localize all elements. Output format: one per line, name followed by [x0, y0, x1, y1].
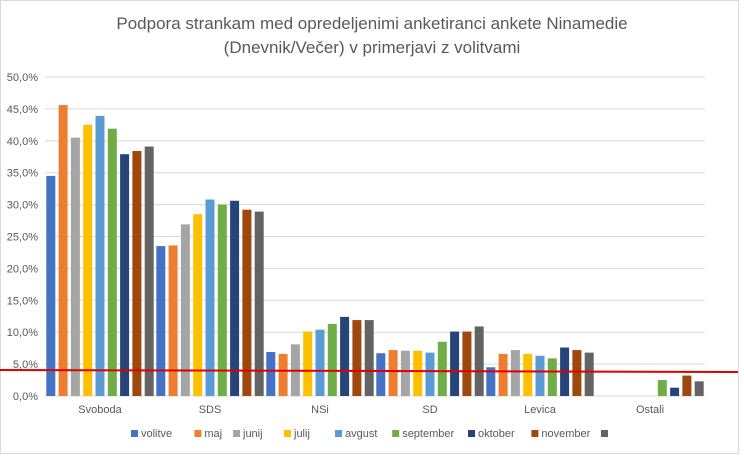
- bar: [670, 387, 680, 396]
- bar: [70, 137, 80, 397]
- bar: [657, 380, 667, 396]
- bar: [242, 209, 252, 396]
- legend-label: september: [402, 428, 454, 440]
- threshold-line: [0, 368, 739, 373]
- x-category-label: Ostali: [636, 404, 664, 416]
- legend-swatch: [601, 430, 608, 437]
- bar: [400, 350, 410, 396]
- x-category-label: Levica: [524, 404, 557, 416]
- bar: [180, 224, 190, 396]
- bar: [388, 350, 398, 396]
- y-tick-label: 35,0%: [7, 168, 38, 180]
- bar: [364, 320, 374, 396]
- x-category-label: NSi: [311, 404, 329, 416]
- bar: [462, 331, 472, 396]
- bar: [266, 351, 276, 396]
- bar: [46, 175, 56, 396]
- legend-swatch: [284, 430, 291, 437]
- legend-label: avgust: [345, 428, 377, 440]
- legend-label: oktober: [478, 428, 515, 440]
- bar: [547, 358, 557, 396]
- y-tick-label: 15,0%: [7, 295, 38, 307]
- legend-label: junij: [242, 428, 263, 440]
- bar: [450, 331, 460, 396]
- bar: [303, 331, 313, 396]
- legend-swatch: [194, 430, 202, 437]
- bar: [217, 204, 227, 396]
- bar: [376, 353, 386, 396]
- bar: [205, 199, 215, 396]
- bar: [120, 154, 130, 396]
- legend-swatch: [392, 430, 400, 437]
- bar: [168, 245, 178, 396]
- legend-swatch: [233, 430, 240, 437]
- chart-title-line2: (Dnevnik/Večer) v primerjavi z volitvami: [223, 38, 521, 57]
- bar: [254, 211, 264, 396]
- legend-label: julij: [293, 428, 310, 440]
- bar: [584, 352, 594, 396]
- bar: [572, 350, 582, 396]
- y-tick-label: 40,0%: [7, 136, 38, 148]
- y-tick-label: 0,0%: [13, 391, 38, 403]
- y-tick-label: 45,0%: [7, 104, 38, 116]
- bar: [413, 350, 423, 396]
- bar: [156, 246, 166, 396]
- bar: [95, 115, 105, 396]
- bar: [352, 320, 362, 396]
- bar: [486, 367, 496, 396]
- legend-label: volitve: [141, 428, 172, 440]
- x-category-label: SD: [422, 404, 437, 416]
- bar: [315, 329, 325, 396]
- bar: [535, 355, 545, 396]
- y-tick-label: 10,0%: [7, 327, 38, 339]
- y-tick-label: 20,0%: [7, 263, 38, 275]
- bar: [523, 353, 533, 396]
- bar: [498, 353, 508, 396]
- bar: [144, 146, 154, 396]
- y-tick-label: 5,0%: [13, 359, 38, 371]
- x-category-label: Svoboda: [78, 404, 122, 416]
- bar: [437, 341, 447, 396]
- bar: [58, 105, 68, 397]
- bar: [132, 151, 142, 396]
- chart-title-line1: Podpora strankam med opredeljenimi anket…: [116, 14, 628, 33]
- legend-label: maj: [204, 428, 222, 440]
- bar: [327, 323, 337, 396]
- bar: [278, 353, 288, 396]
- bar: [230, 200, 240, 396]
- bar: [193, 214, 203, 396]
- bar: [340, 316, 350, 396]
- y-tick-label: 30,0%: [7, 200, 38, 212]
- bar: [682, 375, 692, 396]
- legend-label: november: [541, 428, 590, 440]
- bar: [83, 124, 93, 396]
- y-tick-label: 50,0%: [7, 72, 38, 84]
- bar: [694, 381, 704, 396]
- legend-swatch: [335, 430, 342, 437]
- bar: [107, 128, 117, 397]
- legend-swatch: [131, 430, 138, 437]
- bar: [425, 352, 435, 396]
- chart-title: Podpora strankam med opredeljenimi anket…: [0, 12, 744, 60]
- x-category-label: SDS: [199, 404, 222, 416]
- legend-swatch: [531, 430, 539, 437]
- legend-swatch: [468, 430, 475, 437]
- bar: [474, 326, 484, 396]
- bar: [510, 350, 520, 396]
- y-tick-label: 25,0%: [7, 232, 38, 244]
